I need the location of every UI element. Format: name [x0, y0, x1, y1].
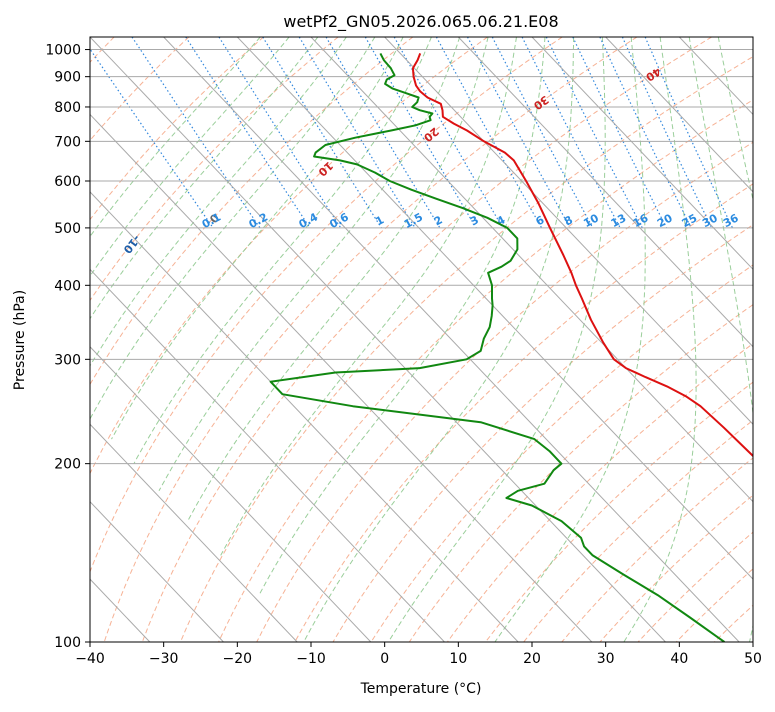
y-axis-label: Pressure (hPa): [12, 290, 28, 390]
x-tick-label: 20: [523, 651, 541, 667]
y-tick-label: 200: [54, 457, 81, 473]
x-tick-label: 0: [380, 651, 389, 667]
x-axis-label: Temperature (°C): [360, 681, 482, 697]
x-tick-label: −10: [296, 651, 326, 667]
y-tick-label: 600: [54, 174, 81, 190]
y-tick-label: 400: [54, 278, 81, 294]
y-tick-label: 800: [54, 100, 81, 116]
x-tick-label: −40: [75, 651, 105, 667]
y-tick-label: 300: [54, 352, 81, 368]
y-tick-label: 900: [54, 70, 81, 86]
x-tick-label: 50: [744, 651, 762, 667]
x-tick-label: 10: [449, 651, 467, 667]
y-tick-label: 100: [54, 635, 81, 651]
chart-title: wetPf2_GN05.2026.065.06.21.E08: [283, 12, 558, 32]
x-tick-label: 40: [670, 651, 688, 667]
y-tick-label: 700: [54, 134, 81, 150]
y-tick-label: 1000: [45, 43, 81, 59]
y-tick-label: 500: [54, 221, 81, 237]
x-tick-label: 30: [597, 651, 615, 667]
x-tick-label: −20: [223, 651, 253, 667]
x-tick-label: −30: [149, 651, 179, 667]
